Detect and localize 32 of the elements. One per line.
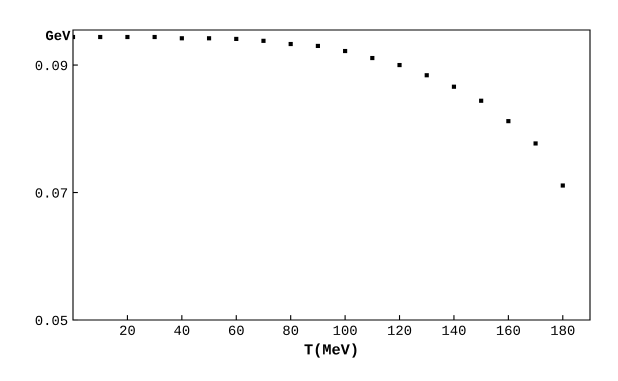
point	[370, 56, 374, 60]
point	[424, 73, 429, 78]
x-tick-label: 20	[120, 326, 135, 336]
x-tick-label: 120	[388, 326, 412, 336]
y-tick-label: 0.05	[36, 316, 68, 326]
point	[479, 98, 484, 103]
x-tick-label: 100	[334, 326, 357, 336]
point	[343, 48, 348, 54]
point	[125, 34, 130, 40]
point	[533, 141, 538, 146]
point	[397, 62, 402, 68]
point	[316, 44, 320, 48]
point	[452, 84, 456, 89]
point	[506, 119, 510, 124]
x-tick-label: 160	[496, 326, 520, 336]
point	[234, 36, 238, 42]
x-tick-label: 140	[442, 326, 466, 336]
x-tick-label: 60	[228, 326, 244, 336]
x-tick-label: 180	[551, 326, 574, 336]
y-tick-label: 0.09	[36, 60, 68, 70]
point	[206, 36, 212, 40]
point	[261, 38, 266, 43]
y-tick-label: 0.07	[36, 188, 68, 198]
point	[152, 34, 157, 40]
point	[180, 36, 184, 40]
x-axis-title: T(MeV)	[304, 343, 356, 358]
y-axis-title: GeV	[46, 30, 70, 40]
point	[560, 183, 565, 188]
point	[98, 34, 102, 40]
x-tick-label: 80	[283, 326, 298, 336]
x-tick-label: 40	[174, 326, 190, 336]
point	[288, 42, 293, 46]
